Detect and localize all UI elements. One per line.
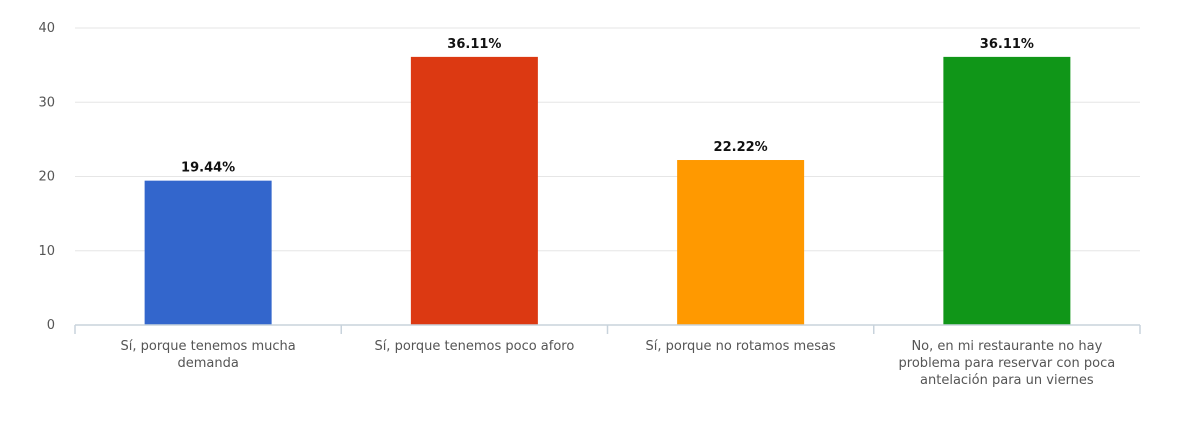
x-axis: Sí, porque tenemos mucha demanda Sí, porqu… <box>74 324 1141 388</box>
y-tick-label: 40 <box>38 21 55 36</box>
x-tick-label: problema para reservar con poca <box>899 356 1116 371</box>
bars <box>144 56 1071 326</box>
y-tick-label: 20 <box>38 170 55 185</box>
y-tick-label: 0 <box>47 318 55 333</box>
bar <box>677 160 805 325</box>
data-label: 19.44% <box>181 161 235 176</box>
x-tick-label: No, en mi restaurante no hay <box>911 339 1102 354</box>
x-tick-label: Sí, porque tenemos poco aforo <box>374 339 574 354</box>
x-tick-label: antelación para un viernes <box>920 373 1094 388</box>
y-axis: 0 10 20 30 40 <box>38 21 55 333</box>
x-tick-label: demanda <box>177 356 238 371</box>
data-label: 22.22% <box>714 140 768 155</box>
data-label: 36.11% <box>980 37 1034 52</box>
x-tick-label: Sí, porque tenemos mucha <box>121 339 296 354</box>
data-labels: 19.44% 36.11% 22.22% 36.11% <box>181 37 1034 176</box>
bar <box>144 180 272 325</box>
bar <box>410 56 538 326</box>
data-label: 36.11% <box>447 37 501 52</box>
x-tick-label: Sí, porque no rotamos mesas <box>646 339 836 354</box>
y-tick-label: 10 <box>38 244 55 259</box>
y-tick-label: 30 <box>38 95 55 110</box>
bar <box>943 56 1071 326</box>
